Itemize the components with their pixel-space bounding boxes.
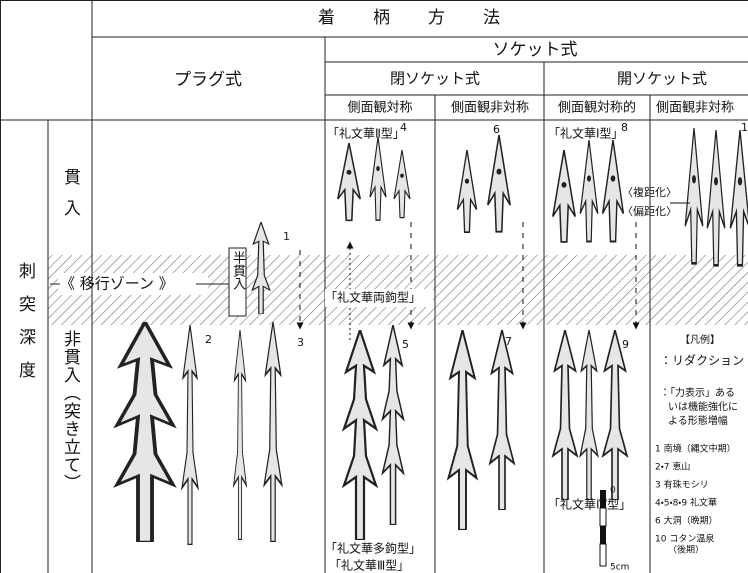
scale-end: 5cm: [610, 563, 629, 573]
scale-bar: [600, 490, 606, 508]
legend-title: 【凡例】: [680, 333, 720, 346]
type-label: 「礼文華Ⅱ型」: [327, 126, 405, 141]
type-label-bg: [325, 289, 433, 307]
header-closed: 閉ソケット式: [390, 70, 480, 88]
type-label: 「礼文華Ⅲ型」: [329, 558, 409, 573]
row-non-penetrate: 非貫入（突き立て）: [60, 330, 81, 492]
legend-site: 2・7 恵山: [655, 461, 690, 473]
header-open: 開ソケット式: [617, 70, 707, 88]
scale-bar: [600, 526, 606, 544]
fig-number: 8: [621, 121, 628, 134]
change-label: 〈偏距化〉: [622, 205, 677, 218]
half-box: [228, 247, 247, 317]
legend-site: 6 大洞（晩期）: [655, 515, 718, 527]
legend-amplification: よる形態増幅: [668, 414, 728, 427]
fig-number: 10: [741, 121, 748, 134]
legend-site: 1 南境（縄文中期）: [655, 443, 736, 455]
legend-site: 3 有珠モシリ: [655, 479, 709, 491]
legend-site: 10 コタン温泉: [655, 533, 714, 545]
transition-label: 《 移行ゾーン 》: [60, 275, 174, 293]
scale-bar: [599, 543, 607, 567]
zone-label-bg: [58, 273, 208, 295]
row-penetrate: 貫入: [60, 168, 81, 230]
header-title: 着柄方法: [318, 8, 538, 28]
legend-bg: [651, 330, 748, 560]
legend-amplification: ：「力表示」ある: [660, 386, 735, 399]
fig-number: 4: [400, 121, 407, 134]
legend-site: 4・5・8・9 礼文華: [655, 497, 717, 509]
fig-number: 3: [297, 336, 304, 349]
fig-number: 7: [505, 335, 512, 348]
change-label: 〈複距化〉: [622, 185, 677, 199]
type-label: 「礼文華多鉤型」: [325, 541, 421, 556]
fig-number: 9: [622, 338, 629, 351]
legend-reduction: ：リダクション: [660, 353, 744, 368]
type-label: 「礼文華Ⅳ型」: [548, 497, 631, 512]
type-label: 「礼文華Ⅰ型」: [548, 126, 624, 141]
header-sub: 側面観非対称: [451, 101, 529, 116]
axis-label: 刺突深度: [15, 262, 36, 394]
header-socket: ソケット式: [493, 40, 578, 60]
header-sub: 側面観対称的: [558, 100, 636, 116]
fig-number: 5: [402, 338, 409, 351]
fig-number: 2: [205, 333, 212, 346]
legend-amplification: いは機能強化に: [668, 400, 738, 413]
fig-number: 1: [283, 230, 290, 243]
scale-bar: [599, 507, 607, 527]
header-sub: 側面観非対称: [656, 101, 734, 116]
header-plug: プラグ式: [174, 70, 242, 90]
type-label: 「礼文華両鉤型」: [325, 290, 421, 305]
scale-start: 0: [610, 486, 616, 496]
half-label: 半貫入: [230, 251, 246, 290]
header-sub: 側面観対称: [347, 101, 412, 116]
fig-number: 6: [493, 123, 500, 136]
legend-site: （後期）: [668, 544, 704, 556]
